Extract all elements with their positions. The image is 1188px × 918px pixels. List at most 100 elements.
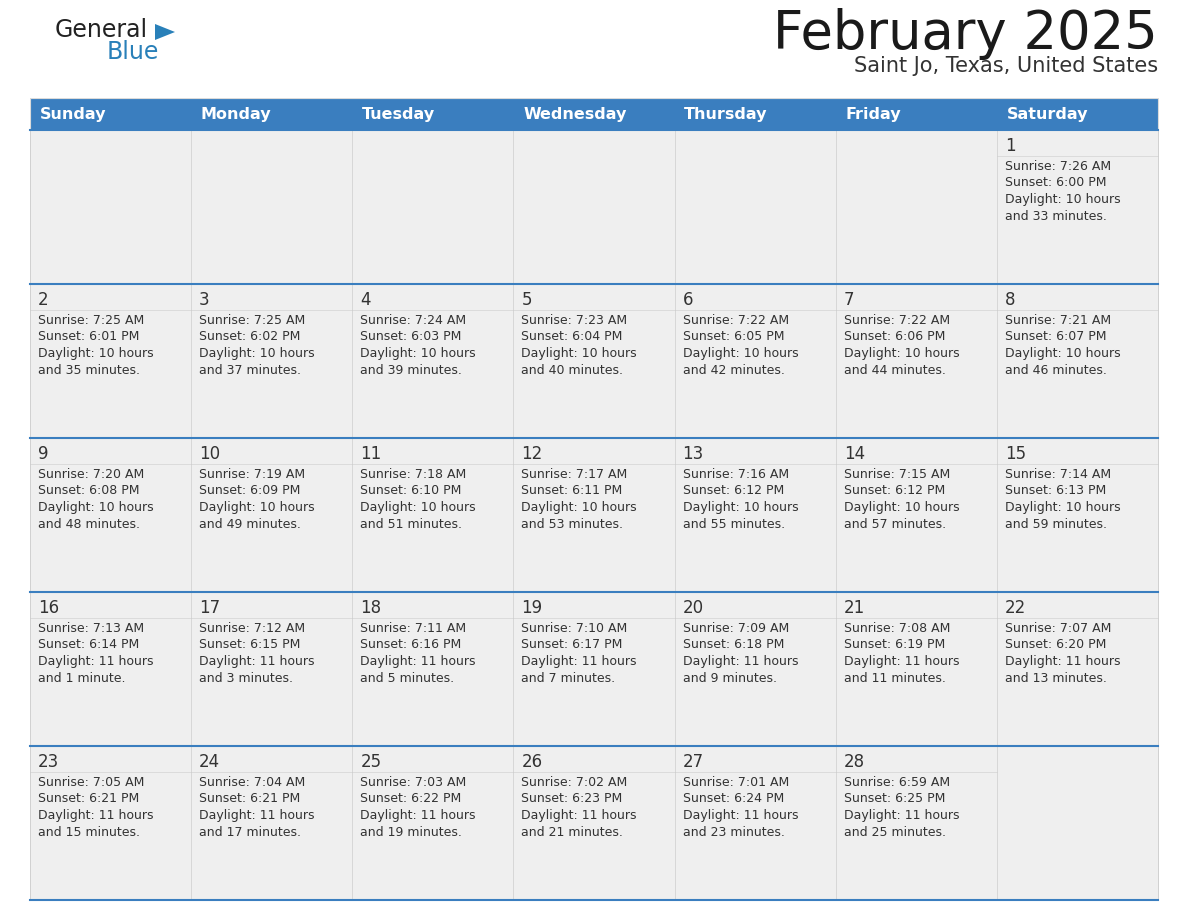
Text: Sunset: 6:13 PM: Sunset: 6:13 PM — [1005, 485, 1106, 498]
Text: Daylight: 10 hours: Daylight: 10 hours — [522, 347, 637, 360]
Text: Sunrise: 7:21 AM: Sunrise: 7:21 AM — [1005, 314, 1111, 327]
Text: Sunrise: 7:15 AM: Sunrise: 7:15 AM — [843, 468, 950, 481]
Bar — [191, 130, 353, 284]
Text: Sunrise: 7:13 AM: Sunrise: 7:13 AM — [38, 622, 144, 635]
Text: Daylight: 10 hours: Daylight: 10 hours — [1005, 347, 1120, 360]
Text: 6: 6 — [683, 291, 693, 309]
Text: and 25 minutes.: and 25 minutes. — [843, 825, 946, 838]
Text: and 42 minutes.: and 42 minutes. — [683, 364, 784, 376]
Text: Daylight: 10 hours: Daylight: 10 hours — [38, 347, 153, 360]
Text: Daylight: 10 hours: Daylight: 10 hours — [522, 501, 637, 514]
Text: and 7 minutes.: and 7 minutes. — [522, 671, 615, 685]
Text: and 3 minutes.: and 3 minutes. — [200, 671, 293, 685]
Bar — [513, 438, 675, 592]
Bar — [191, 284, 353, 438]
Text: Sunset: 6:23 PM: Sunset: 6:23 PM — [522, 792, 623, 805]
Text: Sunrise: 6:59 AM: Sunrise: 6:59 AM — [843, 776, 950, 789]
Text: and 46 minutes.: and 46 minutes. — [1005, 364, 1107, 376]
Text: Sunrise: 7:26 AM: Sunrise: 7:26 AM — [1005, 160, 1111, 173]
Text: and 5 minutes.: and 5 minutes. — [360, 671, 455, 685]
Text: 13: 13 — [683, 445, 703, 463]
Text: 10: 10 — [200, 445, 220, 463]
Text: Sunset: 6:12 PM: Sunset: 6:12 PM — [683, 485, 784, 498]
Bar — [675, 438, 835, 592]
Text: 20: 20 — [683, 599, 703, 617]
Text: Sunrise: 7:14 AM: Sunrise: 7:14 AM — [1005, 468, 1111, 481]
Text: Saturday: Saturday — [1006, 106, 1088, 121]
Text: and 33 minutes.: and 33 minutes. — [1005, 209, 1107, 222]
Text: Sunset: 6:09 PM: Sunset: 6:09 PM — [200, 485, 301, 498]
Bar — [30, 438, 191, 592]
Bar — [675, 98, 835, 130]
Bar — [675, 284, 835, 438]
Text: 8: 8 — [1005, 291, 1016, 309]
Text: 23: 23 — [38, 753, 59, 771]
Text: Sunrise: 7:04 AM: Sunrise: 7:04 AM — [200, 776, 305, 789]
Text: Sunset: 6:17 PM: Sunset: 6:17 PM — [522, 639, 623, 652]
Text: Daylight: 10 hours: Daylight: 10 hours — [38, 501, 153, 514]
Bar — [30, 98, 1158, 130]
Text: Friday: Friday — [846, 106, 901, 121]
Text: 7: 7 — [843, 291, 854, 309]
Bar — [30, 284, 191, 438]
Text: Sunrise: 7:24 AM: Sunrise: 7:24 AM — [360, 314, 467, 327]
Bar — [675, 746, 835, 900]
Text: Sunrise: 7:19 AM: Sunrise: 7:19 AM — [200, 468, 305, 481]
Bar — [997, 98, 1158, 130]
Text: Monday: Monday — [201, 106, 271, 121]
Text: Sunrise: 7:23 AM: Sunrise: 7:23 AM — [522, 314, 627, 327]
Bar — [997, 592, 1158, 746]
Text: 14: 14 — [843, 445, 865, 463]
Bar — [997, 746, 1158, 900]
Text: Sunset: 6:16 PM: Sunset: 6:16 PM — [360, 639, 461, 652]
Bar — [353, 592, 513, 746]
Text: Sunrise: 7:22 AM: Sunrise: 7:22 AM — [683, 314, 789, 327]
Text: Sunset: 6:19 PM: Sunset: 6:19 PM — [843, 639, 944, 652]
Text: 25: 25 — [360, 753, 381, 771]
Bar — [353, 284, 513, 438]
Text: Daylight: 11 hours: Daylight: 11 hours — [200, 809, 315, 822]
Text: and 44 minutes.: and 44 minutes. — [843, 364, 946, 376]
Bar — [513, 98, 675, 130]
Text: Sunset: 6:10 PM: Sunset: 6:10 PM — [360, 485, 462, 498]
Text: Daylight: 10 hours: Daylight: 10 hours — [1005, 501, 1120, 514]
Bar — [835, 130, 997, 284]
Text: Wednesday: Wednesday — [523, 106, 626, 121]
Text: Sunset: 6:08 PM: Sunset: 6:08 PM — [38, 485, 139, 498]
Text: 15: 15 — [1005, 445, 1026, 463]
Text: Sunrise: 7:18 AM: Sunrise: 7:18 AM — [360, 468, 467, 481]
Text: and 39 minutes.: and 39 minutes. — [360, 364, 462, 376]
Text: Sunrise: 7:08 AM: Sunrise: 7:08 AM — [843, 622, 950, 635]
Polygon shape — [154, 24, 175, 40]
Text: and 21 minutes.: and 21 minutes. — [522, 825, 624, 838]
Bar — [835, 746, 997, 900]
Text: Blue: Blue — [107, 40, 159, 64]
Bar — [30, 98, 191, 130]
Text: and 49 minutes.: and 49 minutes. — [200, 518, 301, 531]
Text: Sunrise: 7:07 AM: Sunrise: 7:07 AM — [1005, 622, 1111, 635]
Text: and 59 minutes.: and 59 minutes. — [1005, 518, 1107, 531]
Text: Daylight: 10 hours: Daylight: 10 hours — [360, 347, 476, 360]
Bar — [30, 130, 191, 284]
Text: Sunrise: 7:12 AM: Sunrise: 7:12 AM — [200, 622, 305, 635]
Bar — [835, 438, 997, 592]
Text: Sunset: 6:07 PM: Sunset: 6:07 PM — [1005, 330, 1106, 343]
Text: Sunset: 6:02 PM: Sunset: 6:02 PM — [200, 330, 301, 343]
Bar — [513, 592, 675, 746]
Text: and 1 minute.: and 1 minute. — [38, 671, 126, 685]
Text: 27: 27 — [683, 753, 703, 771]
Text: and 11 minutes.: and 11 minutes. — [843, 671, 946, 685]
Text: and 15 minutes.: and 15 minutes. — [38, 825, 140, 838]
Bar — [191, 98, 353, 130]
Text: and 17 minutes.: and 17 minutes. — [200, 825, 301, 838]
Bar — [30, 746, 191, 900]
Text: Sunset: 6:20 PM: Sunset: 6:20 PM — [1005, 639, 1106, 652]
Bar — [191, 438, 353, 592]
Text: 24: 24 — [200, 753, 220, 771]
Text: General: General — [55, 18, 148, 42]
Text: and 37 minutes.: and 37 minutes. — [200, 364, 301, 376]
Bar — [353, 746, 513, 900]
Text: Tuesday: Tuesday — [362, 106, 435, 121]
Text: 11: 11 — [360, 445, 381, 463]
Text: Daylight: 11 hours: Daylight: 11 hours — [38, 809, 153, 822]
